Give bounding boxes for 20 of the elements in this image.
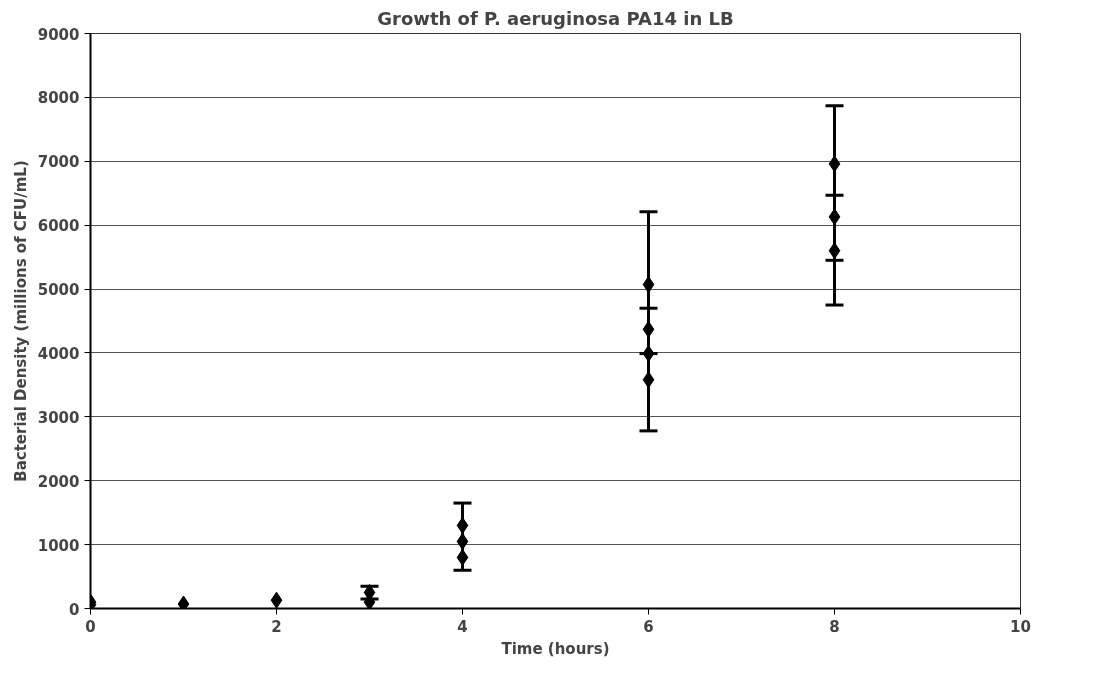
y-tick-label: 0	[69, 600, 80, 619]
y-tick-label: 8000	[37, 89, 80, 108]
y-tick-label: 3000	[37, 408, 80, 427]
chart-title: Growth of P. aeruginosa PA14 in LB	[377, 7, 734, 29]
point	[270, 591, 283, 609]
y-tick-label: 6000	[37, 217, 80, 236]
y-tick-label: 5000	[37, 281, 80, 300]
x-tick-label: 4	[457, 617, 468, 636]
x-tick-label: 0	[85, 617, 96, 636]
y-tick-label: 7000	[37, 153, 80, 172]
y-tick-label: 4000	[37, 344, 80, 363]
y-tick-label: 9000	[37, 25, 80, 44]
x-tick-label: 8	[829, 617, 840, 636]
x-axis-title: Time (hours)	[501, 639, 610, 658]
y-axis-title: Bacterial Density (millions of CFU/mL)	[11, 160, 30, 482]
x-tick-label: 2	[271, 617, 282, 636]
y-tick-label: 2000	[37, 472, 80, 491]
x-tick-label: 10	[1010, 617, 1031, 636]
x-tick-label: 6	[643, 617, 654, 636]
y-tick-label: 1000	[37, 536, 80, 555]
